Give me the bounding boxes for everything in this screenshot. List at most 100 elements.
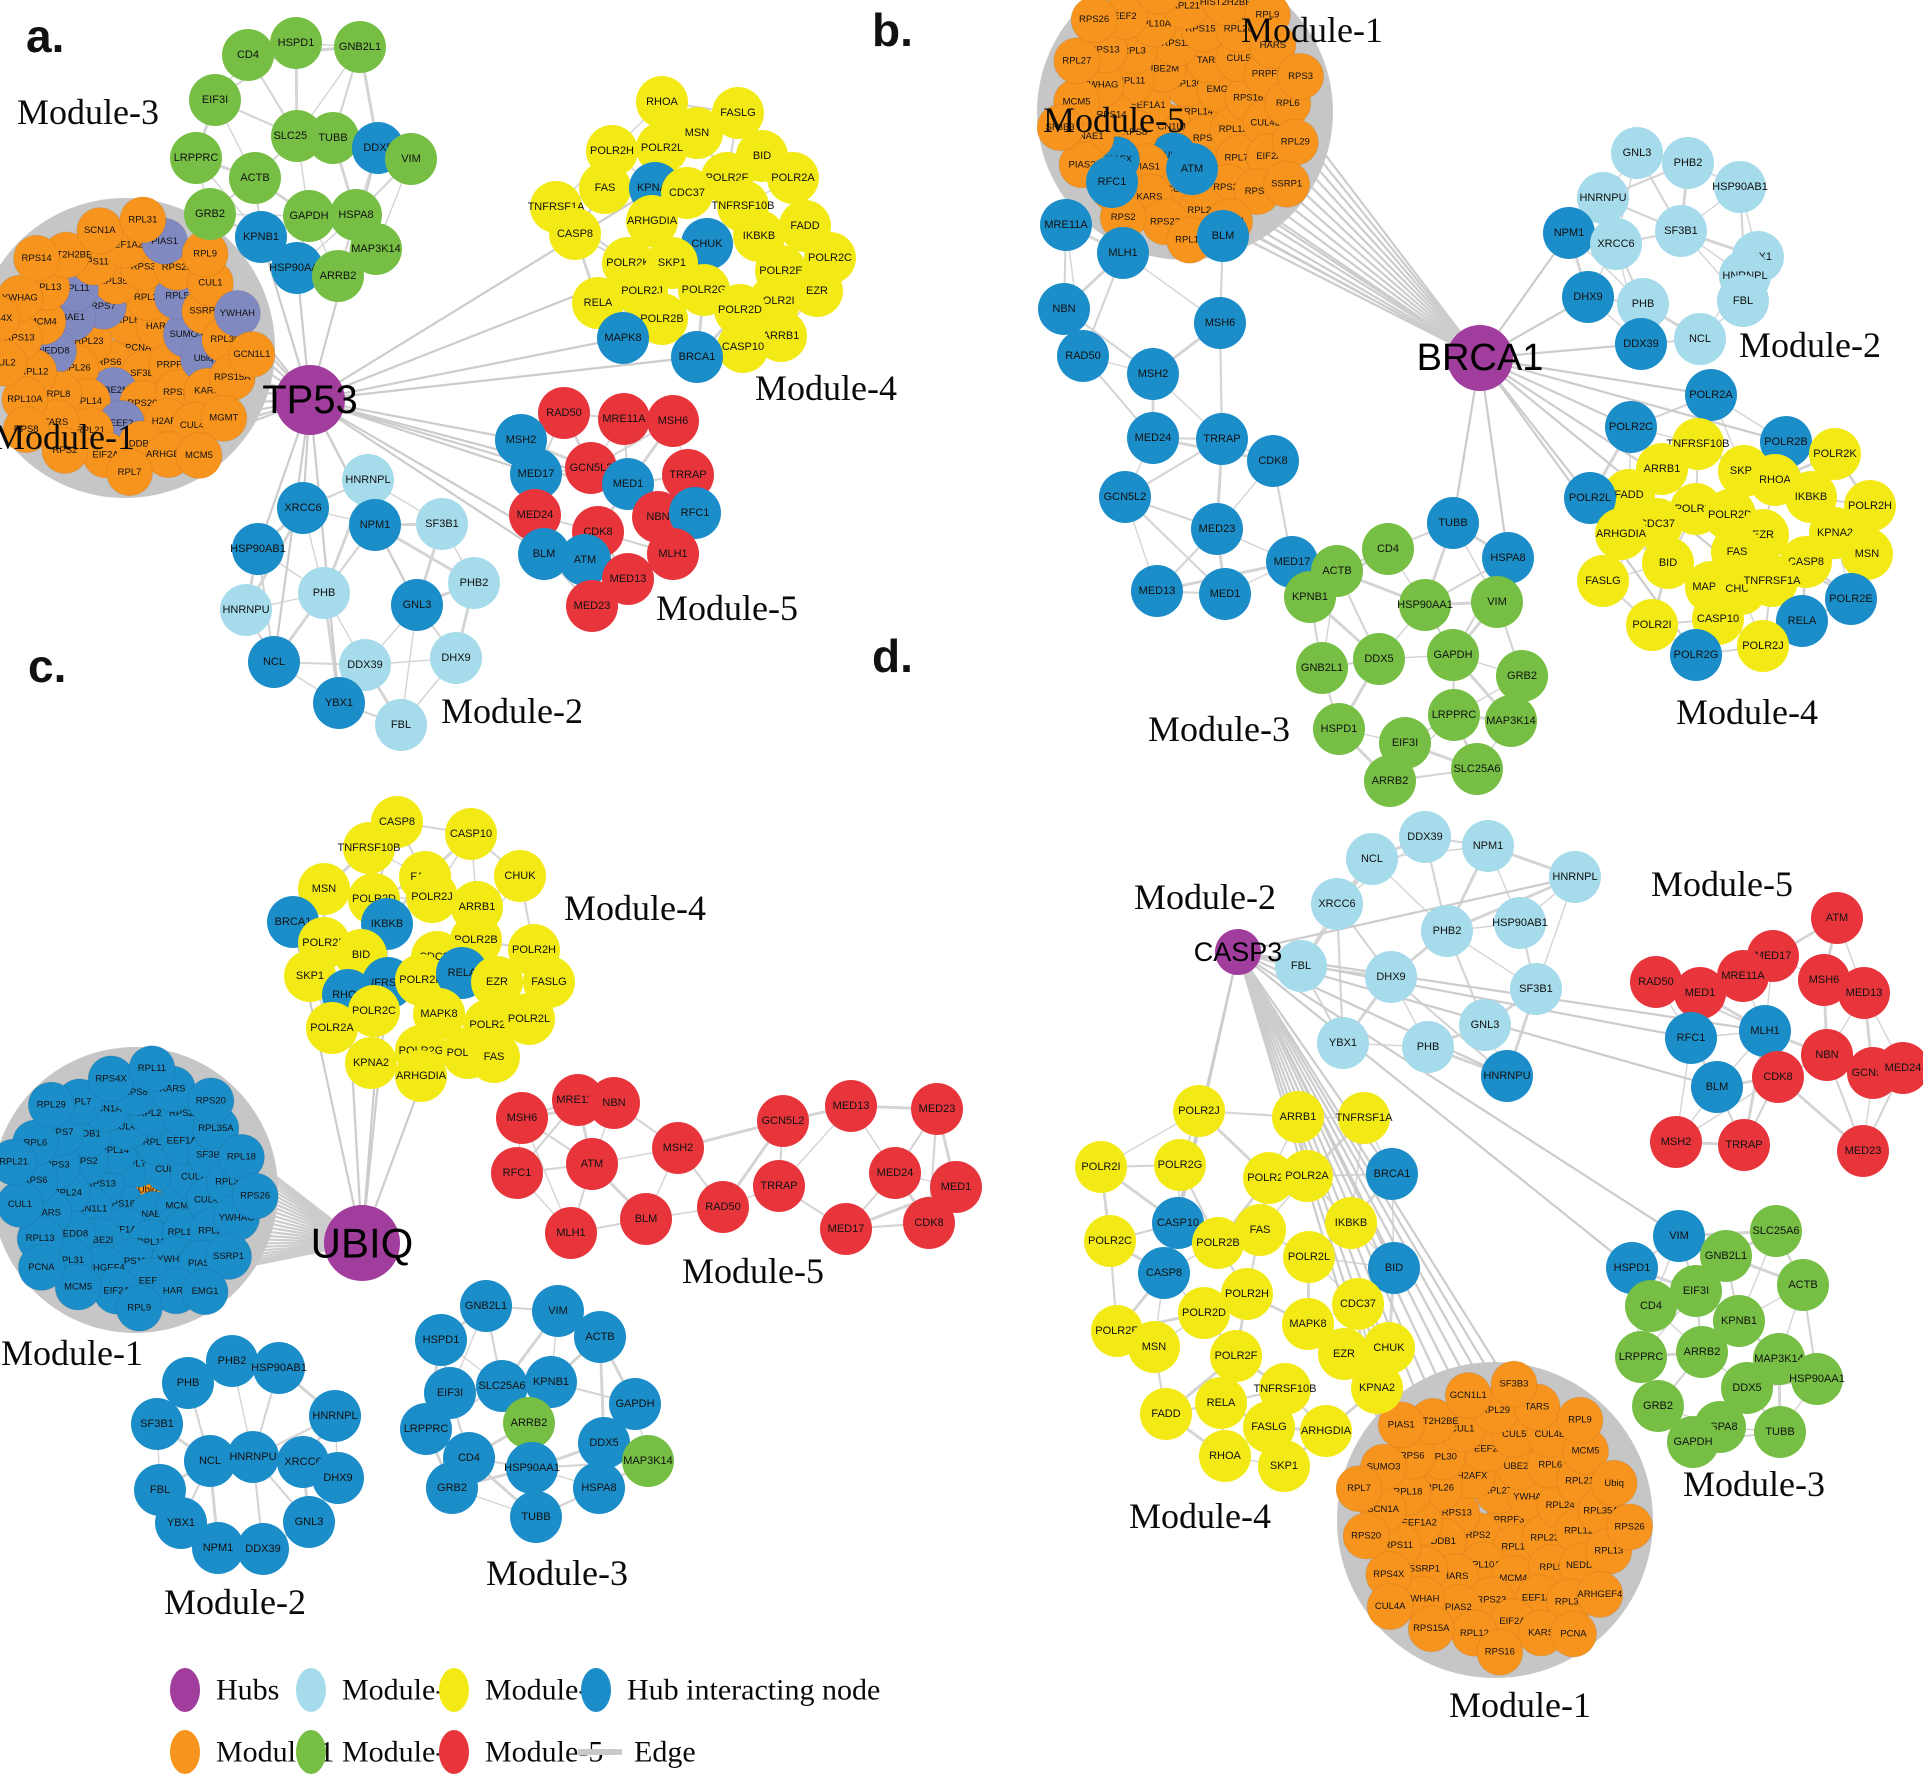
gene-label: EZR [1333, 1348, 1355, 1360]
gene-label: RPS20 [127, 398, 157, 409]
gene-label: DDX5 [589, 1437, 618, 1449]
gene-label: UBE2M [97, 385, 130, 396]
gene-node [510, 448, 562, 500]
gene-label: RFC1 [1098, 176, 1127, 188]
gene-label: ACTB [1322, 565, 1351, 577]
hub-spoke [1237, 951, 1450, 1401]
gene-node [1300, 1405, 1352, 1457]
gene-node [128, 1045, 176, 1093]
gene-label: NCL [263, 656, 285, 668]
gene-label: POLR2E [759, 265, 802, 277]
gene-label: RPL8 [47, 389, 71, 400]
gene-label: HSPD1 [423, 1334, 460, 1346]
gene-node [312, 1452, 364, 1504]
gene-node [1263, 160, 1311, 208]
gene-label: BLM [1212, 230, 1235, 242]
gene-label: CASP8 [379, 816, 415, 828]
gene-label: NPM1 [360, 519, 391, 531]
gene-label: FASLG [1251, 1421, 1286, 1433]
gene-node [1665, 1012, 1717, 1064]
gene-label: RHOA [646, 96, 678, 108]
gene-node [468, 1031, 520, 1083]
gene-label: ARHGEF4 [146, 449, 191, 460]
gene-label: SUMO3 [1367, 1462, 1401, 1473]
gene-node [1173, 1085, 1225, 1137]
gene-node [406, 871, 458, 923]
gene-label: CUL4A [1375, 1601, 1406, 1612]
gene-node [1282, 1298, 1334, 1350]
gene-label: CUL2 [181, 1172, 205, 1183]
gene-node [1353, 633, 1405, 685]
gene-node [460, 1280, 512, 1332]
gene-node [1462, 820, 1514, 872]
gene-node [1685, 369, 1737, 421]
gene-label: RPS20 [1351, 1531, 1381, 1542]
gene-node [1097, 227, 1149, 279]
nodes-layer: RFC1 ATM MRE11A MLH1 BLM NBN MSH6 RAD50 MSH2 MED2… [1038, 127, 1896, 807]
gene-node [222, 29, 274, 81]
gene-label: ARHGDIA [627, 215, 678, 227]
gene-label: LRPPRC [404, 1423, 449, 1435]
gene-label: POLR2D [718, 304, 762, 316]
gene-node [1617, 278, 1669, 330]
gene-label: KPNA2 [353, 1057, 389, 1069]
gene-label: SKP1 [296, 970, 324, 982]
gene-label: CASP10 [1697, 613, 1739, 625]
gene-label: POLR2D [1708, 509, 1752, 521]
gene-node [1650, 1116, 1702, 1168]
gene-node [1776, 595, 1828, 647]
gene-node [1801, 1029, 1853, 1081]
gene-label: EEF1A1 [1522, 1592, 1557, 1603]
gene-label: HSP90AB1 [1712, 181, 1768, 193]
gene-label: UBE2M [1504, 1461, 1537, 1472]
gene-label: MLH1 [1750, 1025, 1779, 1037]
gene-node [1611, 127, 1663, 179]
gene-label: RPL21 [76, 425, 105, 436]
gene-node [476, 1360, 528, 1412]
gene-label: RPL6 [1538, 1460, 1562, 1471]
gene-label: FBL [1733, 295, 1753, 307]
gene-label: DDX39 [1623, 338, 1658, 350]
gene-label: YBX1 [325, 697, 353, 709]
gene-label: RAD50 [546, 407, 581, 419]
gene-node [712, 87, 764, 139]
gene-node [597, 312, 649, 364]
gene-node [1713, 1295, 1765, 1347]
gene-label: HARS [163, 1285, 189, 1296]
gene-label: HARS [146, 321, 172, 332]
hub-node [324, 1205, 400, 1281]
gene-node [1451, 743, 1503, 795]
gene-node [1653, 1210, 1705, 1262]
gene-label: RPS7 [49, 1127, 74, 1138]
gene-label: CASP10 [722, 341, 764, 353]
gene-label: SLC25A6 [1453, 763, 1500, 775]
gene-node [1243, 1152, 1295, 1204]
gene-node [343, 822, 395, 874]
gene-label: RAD50 [1638, 976, 1673, 988]
gene-label: RPL5 [165, 291, 189, 302]
gene-label: GCN1L1 [233, 349, 270, 360]
nodes-layer: CASP8CASP10TNFRSF10BMSNFADDPOLR2JCHUKPOL… [131, 796, 982, 1575]
gene-node [661, 167, 713, 219]
hub-spoke [309, 336, 624, 402]
gene-label: TNFRSF10B [1667, 438, 1730, 450]
gene-node [1362, 523, 1414, 575]
gene-label: RPL30 [1173, 78, 1202, 89]
gene-label: RPL10A [7, 394, 43, 405]
gene-label: IKBKB [1795, 491, 1827, 503]
hub-spoke [1272, 191, 1481, 359]
gene-node [41, 426, 89, 474]
gene-node [1577, 555, 1629, 607]
gene-label: TARS [1197, 55, 1222, 66]
gene-label: TARS [1525, 1401, 1550, 1412]
legend-module1-swatch [170, 1730, 200, 1774]
gene-label: BRCA1 [1374, 1168, 1411, 1180]
gene-label: MED13 [1846, 987, 1883, 999]
gene-node [671, 331, 723, 383]
gene-label: YWHAG [1083, 80, 1119, 91]
gene-label: DDX39 [1407, 831, 1442, 843]
gene-node [471, 956, 523, 1008]
gene-node [1739, 1005, 1791, 1057]
gene-node [1427, 629, 1479, 681]
